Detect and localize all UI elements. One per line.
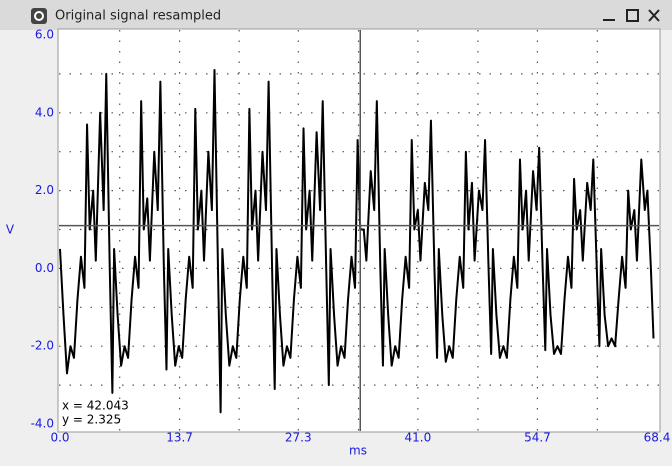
x-tick-label: 68.4: [644, 431, 671, 445]
y-tick-label: 4.0: [35, 105, 54, 119]
y-tick-label: -4.0: [31, 417, 54, 431]
x-tick-label: 54.7: [524, 431, 551, 445]
cursor-readout: y = 2.325: [62, 413, 121, 427]
x-tick-label: 13.7: [166, 431, 193, 445]
y-tick-label: -2.0: [31, 339, 54, 353]
y-axis-label: V: [6, 223, 15, 237]
x-tick-label: 0.0: [50, 431, 69, 445]
maximize-button[interactable]: [626, 9, 639, 22]
title-bar: [0, 0, 672, 30]
y-tick-label: 6.0: [35, 28, 54, 42]
y-tick-label: 2.0: [35, 183, 54, 197]
y-tick-label: 0.0: [35, 261, 54, 275]
x-tick-label: 41.0: [404, 431, 431, 445]
x-tick-label: 27.3: [285, 431, 312, 445]
close-button[interactable]: [648, 9, 660, 22]
signal-line: [59, 69, 655, 414]
window-title: Original signal resampled: [55, 9, 221, 24]
x-axis-label: ms: [349, 444, 367, 458]
cursor-readout: x = 42.043: [62, 399, 129, 413]
window-icon-glyph: [34, 11, 44, 21]
window-icon[interactable]: [31, 8, 47, 24]
